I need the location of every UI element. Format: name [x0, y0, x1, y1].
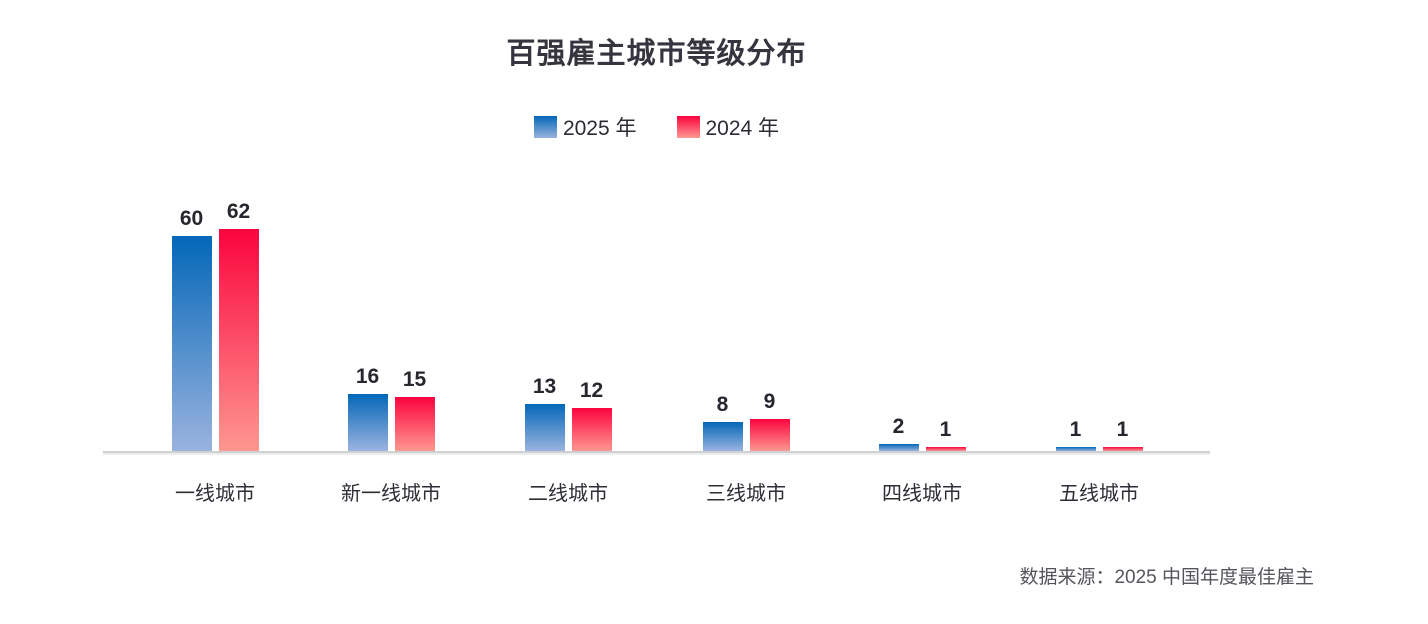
- bar-group-2-series-1: 12: [571, 379, 612, 451]
- bar: [524, 404, 565, 451]
- bar-group-0-series-1: 62: [218, 200, 259, 451]
- bar-value-label: 62: [226, 200, 251, 223]
- category-label: 四线城市: [882, 483, 962, 505]
- bar-group-1-series-1: 15: [394, 368, 435, 451]
- bar-value-label: 15: [402, 368, 427, 391]
- bar-group-5-series-0: 1: [1055, 418, 1096, 451]
- category-label: 新一线城市: [341, 483, 441, 505]
- category-label: 五线城市: [1059, 483, 1139, 505]
- bar: [347, 394, 388, 451]
- bar-group-3-series-0: 8: [702, 393, 743, 451]
- bar: [394, 397, 435, 451]
- bar-value-label: 1: [1069, 418, 1082, 441]
- bar-value-label: 8: [716, 393, 729, 416]
- category-label: 二线城市: [528, 483, 608, 505]
- bar: [749, 419, 790, 451]
- bar-value-label: 9: [763, 390, 776, 413]
- bar: [171, 236, 212, 451]
- bar: [702, 422, 743, 451]
- bar-group-4-series-0: 2: [878, 415, 919, 451]
- category-label: 一线城市: [175, 483, 255, 505]
- legend-label-2024: 2024 年: [705, 117, 780, 140]
- bar: [925, 447, 966, 451]
- source-note: 数据来源：2025 中国年度最佳雇主: [1019, 567, 1314, 588]
- bar-group-0-series-0: 60: [171, 207, 212, 451]
- bar-group-2-series-0: 13: [524, 375, 565, 451]
- legend-swatch-2024-icon: [676, 116, 700, 138]
- bar-value-label: 2: [892, 415, 905, 438]
- bar-value-label: 1: [939, 418, 952, 441]
- bar-value-label: 13: [532, 375, 557, 398]
- chart-title: 百强雇主城市等级分布: [506, 38, 807, 70]
- bar: [571, 408, 612, 451]
- bar: [218, 229, 259, 451]
- legend-swatch-2025-icon: [533, 116, 557, 138]
- bar-group-5-series-1: 1: [1102, 418, 1143, 451]
- bar-value-label: 1: [1116, 418, 1129, 441]
- chart-legend: 2025 年 2024 年: [103, 112, 1210, 142]
- bar-value-label: 12: [579, 379, 604, 402]
- chart-header: 百强雇主城市等级分布 2025 年 2024 年: [103, 0, 1210, 142]
- bar: [1102, 447, 1143, 451]
- bar-group-3-series-1: 9: [749, 390, 790, 451]
- bar: [878, 444, 919, 451]
- bar-group-4-series-1: 1: [925, 418, 966, 451]
- bar-chart: 60 62 一线城市 16 15 新一线城市 13 12 二线城市 8 9 三线城市 2 1 四线城市 1 1 五…: [103, 192, 1210, 505]
- x-axis-line: [103, 451, 1210, 453]
- category-label: 三线城市: [706, 483, 786, 505]
- legend-item-2025: 2025 年: [533, 112, 637, 142]
- bar-value-label: 16: [355, 365, 380, 388]
- legend-item-2024: 2024 年: [676, 112, 780, 142]
- bar: [1055, 447, 1096, 451]
- legend-label-2025: 2025 年: [562, 117, 637, 140]
- bar-value-label: 60: [179, 207, 204, 230]
- bar-group-1-series-0: 16: [347, 365, 388, 451]
